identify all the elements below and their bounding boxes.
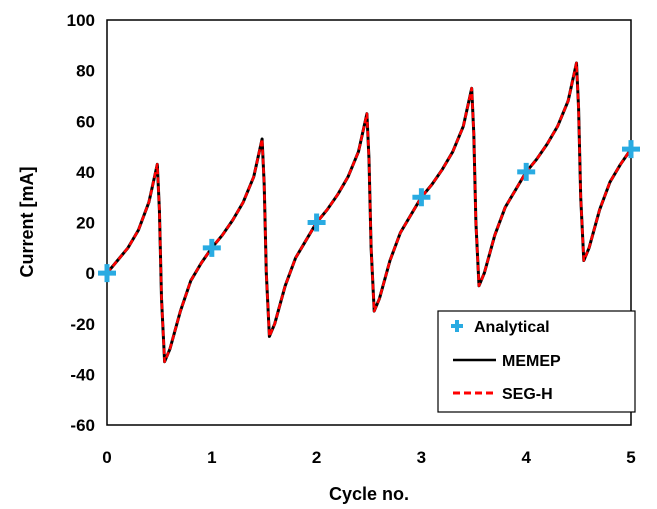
- x-tick-label: 4: [521, 448, 531, 467]
- y-axis-ticks: -60 -40 -20 0 20 40 60 80 100: [67, 11, 95, 435]
- x-tick-label: 1: [207, 448, 216, 467]
- legend-label-seg-h: SEG-H: [502, 386, 553, 403]
- legend-label-analytical: Analytical: [474, 319, 550, 336]
- analytical-marker: [412, 188, 431, 207]
- x-tick-label: 5: [626, 448, 635, 467]
- analytical-marker: [307, 213, 326, 232]
- y-tick-label: -60: [70, 416, 95, 435]
- y-tick-label: 40: [76, 163, 95, 182]
- x-tick-label: 2: [312, 448, 321, 467]
- analytical-marker: [517, 162, 536, 181]
- analytical-marker: [202, 238, 221, 257]
- series-line-seg-h: [106, 61, 633, 363]
- y-tick-label: -40: [70, 365, 95, 384]
- legend: Analytical MEMEP SEG-H: [437, 310, 636, 413]
- analytical-marker: [98, 264, 116, 283]
- y-tick-label: -20: [70, 315, 95, 334]
- x-axis-title: Cycle no.: [329, 484, 409, 504]
- y-tick-label: 100: [67, 11, 95, 30]
- y-tick-label: 0: [86, 264, 95, 283]
- x-tick-label: 0: [102, 448, 111, 467]
- analytical-marker: [622, 140, 640, 159]
- legend-plus-icon: [451, 320, 463, 332]
- y-tick-label: 80: [76, 62, 95, 81]
- analytical-markers: [98, 140, 640, 283]
- x-tick-label: 3: [417, 448, 426, 467]
- y-axis-title: Current [mA]: [17, 167, 37, 278]
- y-tick-label: 20: [76, 214, 95, 233]
- x-axis-ticks: 0 1 2 3 4 5: [102, 448, 635, 467]
- legend-label-memep: MEMEP: [502, 353, 561, 370]
- y-tick-label: 60: [76, 112, 95, 131]
- legend-box: [437, 310, 636, 413]
- series-lines: [105, 61, 633, 364]
